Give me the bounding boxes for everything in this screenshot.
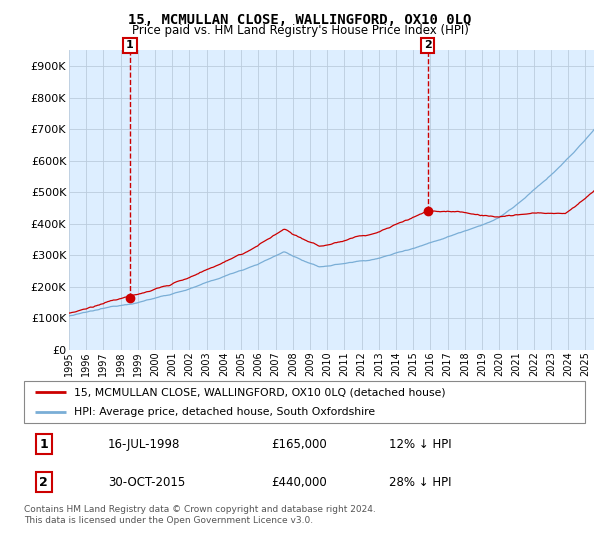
Text: 12% ↓ HPI: 12% ↓ HPI	[389, 438, 451, 451]
Text: £165,000: £165,000	[271, 438, 326, 451]
FancyBboxPatch shape	[24, 381, 585, 423]
Text: 1: 1	[126, 40, 134, 50]
Text: Price paid vs. HM Land Registry's House Price Index (HPI): Price paid vs. HM Land Registry's House …	[131, 24, 469, 37]
Text: 2: 2	[39, 476, 48, 489]
Text: 16-JUL-1998: 16-JUL-1998	[108, 438, 181, 451]
Text: £440,000: £440,000	[271, 476, 326, 489]
Text: 30-OCT-2015: 30-OCT-2015	[108, 476, 185, 489]
Text: 28% ↓ HPI: 28% ↓ HPI	[389, 476, 451, 489]
Text: 2: 2	[424, 40, 431, 50]
Text: Contains HM Land Registry data © Crown copyright and database right 2024.
This d: Contains HM Land Registry data © Crown c…	[24, 505, 376, 525]
Text: 1: 1	[39, 438, 48, 451]
Text: 15, MCMULLAN CLOSE, WALLINGFORD, OX10 0LQ (detached house): 15, MCMULLAN CLOSE, WALLINGFORD, OX10 0L…	[74, 387, 446, 397]
Text: HPI: Average price, detached house, South Oxfordshire: HPI: Average price, detached house, Sout…	[74, 407, 376, 417]
Text: 15, MCMULLAN CLOSE, WALLINGFORD, OX10 0LQ: 15, MCMULLAN CLOSE, WALLINGFORD, OX10 0L…	[128, 13, 472, 27]
